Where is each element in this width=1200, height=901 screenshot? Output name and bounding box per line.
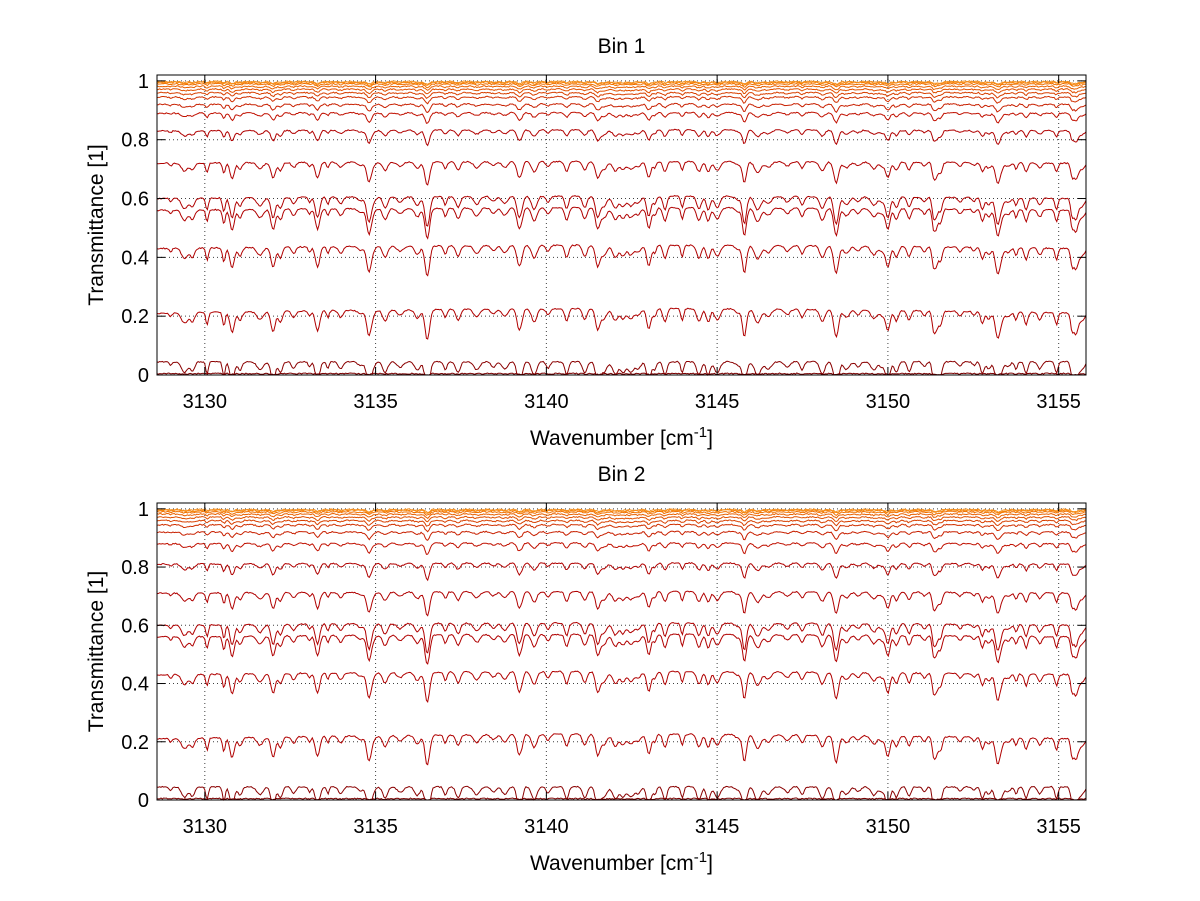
x-axis-title: Wavenumber [cm-1] (530, 849, 713, 875)
x-tick-label: 3130 (183, 816, 228, 838)
y-tick-label: 0.6 (121, 615, 149, 637)
series-line (156, 82, 1087, 89)
x-tick-label: 3145 (695, 391, 740, 413)
series-line (156, 530, 1087, 541)
axis-box (156, 502, 1087, 801)
series-line (156, 508, 1087, 514)
series-line (156, 797, 1087, 801)
bin-2-panel: 3130 3135 3140 3145 3150 3155 0 0.2 0.4 0.6 0.8 1 Bi… (85, 463, 1087, 875)
series-line (157, 128, 1087, 147)
axis-box (156, 74, 1087, 376)
x-axis-title: Wavenumber [cm-1] (530, 424, 713, 450)
series-line (156, 95, 1087, 105)
x-tick-label: 3150 (866, 391, 911, 413)
series-line (156, 510, 1087, 516)
x-tick-label: 3135 (353, 391, 398, 413)
y-tick-label: 0 (138, 365, 149, 387)
series-line (157, 733, 1087, 766)
x-axis-title-main: Wavenumber [cm (530, 427, 694, 450)
x-axis-title-end: ] (707, 427, 713, 450)
y-tick-label: 0.4 (121, 674, 149, 696)
y-tick-label: 0.4 (121, 247, 149, 269)
series-line (156, 195, 1087, 227)
series-line (156, 206, 1087, 240)
y-tick-label: 0.6 (121, 189, 149, 211)
series-line (156, 670, 1087, 704)
series-line (156, 244, 1087, 277)
series-line (157, 633, 1087, 665)
y-tick-label: 0 (138, 790, 149, 812)
x-tick-label: 3135 (353, 816, 398, 838)
x-tick-label: 3130 (183, 391, 228, 413)
x-axis-title-sup: -1 (694, 849, 707, 866)
plot-title: Bin 1 (598, 35, 646, 58)
series-line (156, 561, 1087, 582)
series-line (156, 91, 1087, 99)
series-line (156, 523, 1087, 533)
series-line (156, 541, 1087, 555)
x-axis-title-main: Wavenumber [cm (530, 852, 694, 875)
series-line (156, 372, 1086, 376)
series-line (156, 519, 1087, 527)
series-line (156, 307, 1087, 340)
series-line (156, 590, 1087, 617)
bin-1-panel: 3130 3135 3140 3145 3150 3155 0 0.2 0.4 0.6 0.8 1 Bi… (85, 35, 1087, 450)
series-line (156, 102, 1087, 114)
plot-title: Bin 2 (598, 463, 646, 486)
series-line (156, 360, 1087, 376)
y-tick-label: 0.8 (121, 130, 149, 152)
x-tick-label: 3155 (1036, 816, 1081, 838)
y-tick-label: 0.2 (121, 306, 149, 328)
series-line (156, 87, 1087, 95)
y-tick-label: 0.2 (121, 732, 149, 754)
series-line (157, 111, 1087, 124)
x-axis-title-end: ] (707, 852, 713, 875)
series-line (156, 80, 1087, 85)
x-tick-label: 3155 (1036, 391, 1081, 413)
series-line (156, 621, 1087, 654)
series-line (156, 160, 1087, 186)
series-line (156, 512, 1087, 520)
y-tick-label: 1 (138, 71, 149, 93)
series-line (156, 85, 1086, 91)
x-tick-label: 3140 (524, 391, 569, 413)
y-axis-title: Transmittance [1] (85, 144, 108, 305)
y-axis-title: Transmittance [1] (85, 571, 108, 732)
y-tick-label: 0.8 (121, 557, 149, 579)
x-tick-label: 3140 (524, 816, 569, 838)
y-tick-label: 1 (138, 499, 149, 521)
series-line (156, 785, 1087, 801)
x-tick-label: 3145 (695, 816, 740, 838)
x-axis-title-sup: -1 (694, 424, 707, 441)
series-line (156, 515, 1087, 523)
x-tick-label: 3150 (866, 816, 911, 838)
